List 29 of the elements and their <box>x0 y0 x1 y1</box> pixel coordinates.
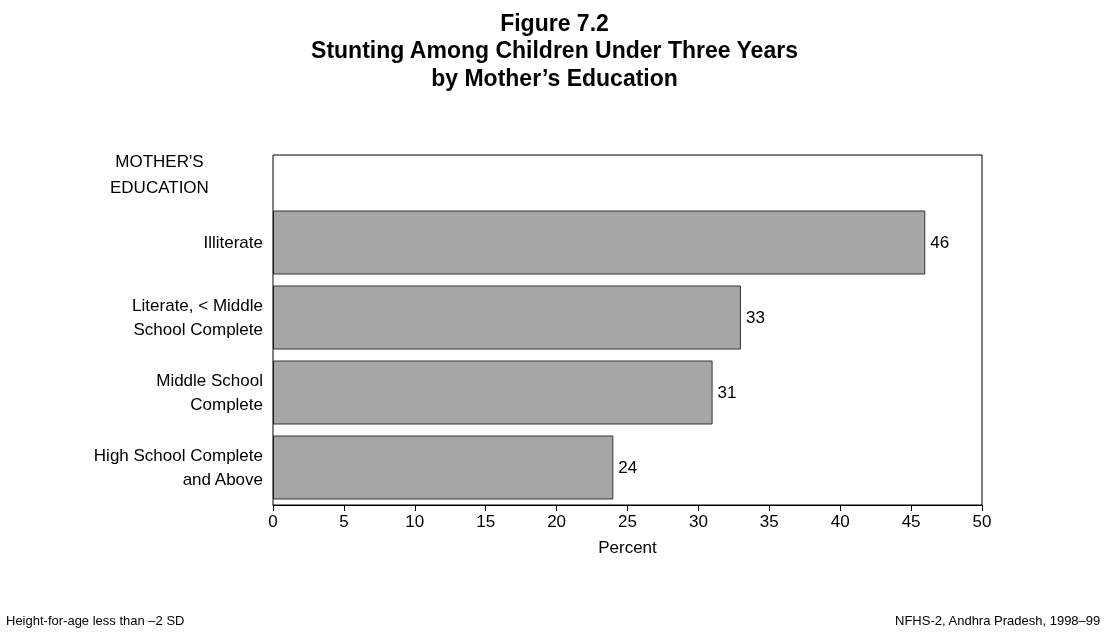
y-tick-label: High School Complete and Above <box>93 446 263 489</box>
data-label: 33 <box>745 308 765 327</box>
data-label: 46 <box>930 233 950 252</box>
bar <box>273 210 926 275</box>
x-tick-label: 45 <box>901 512 921 531</box>
chart-subtitle: Stunting Among Children Under Three Years by Mother’s Education <box>311 37 798 91</box>
y-axis-title: MOTHER'S EDUCATION <box>110 151 209 197</box>
bar <box>273 285 741 350</box>
y-tick-label: Literate, < Middle School Complete <box>132 296 263 339</box>
y-tick-label: Middle School Complete <box>156 371 263 414</box>
x-tick-label: 20 <box>547 512 567 531</box>
chart-title: Figure 7.2 <box>500 9 609 36</box>
x-tick-label: 25 <box>618 512 637 531</box>
x-tick-label: 5 <box>339 512 349 531</box>
bar <box>273 360 713 425</box>
x-tick-label: 50 <box>972 512 992 531</box>
y-tick-label: Illiterate <box>203 233 263 252</box>
x-tick-label: 0 <box>268 512 278 531</box>
bar <box>273 435 614 500</box>
x-tick-label: 35 <box>759 512 779 531</box>
x-tick-label: 40 <box>830 512 850 531</box>
x-tick-label: 15 <box>476 512 496 531</box>
data-label: 31 <box>717 383 737 402</box>
x-tick-label: 10 <box>405 512 425 531</box>
text: Height-for-age less than –2 SD <box>6 613 185 628</box>
x-tick-label: 30 <box>688 512 708 531</box>
x-axis-title: Percent <box>598 538 658 557</box>
data-label: 24 <box>618 458 638 477</box>
text: NFHS-2, Andhra Pradesh, 1998–99 <box>895 613 1101 628</box>
